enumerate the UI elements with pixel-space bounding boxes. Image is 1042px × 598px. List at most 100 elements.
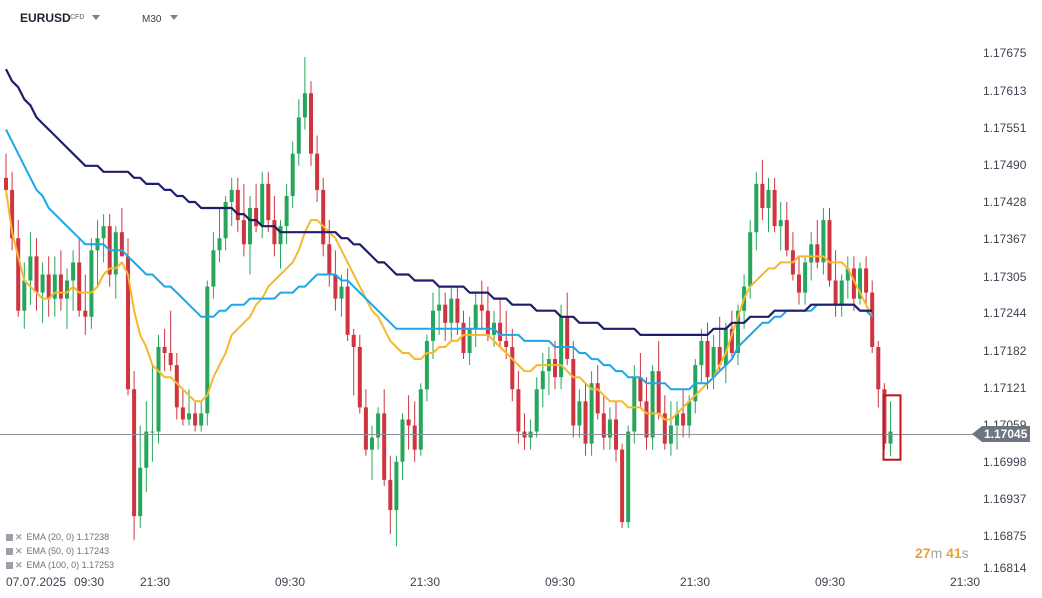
candle-body[interactable]: [260, 183, 265, 227]
candle-body[interactable]: [345, 286, 350, 335]
candle-body[interactable]: [809, 244, 814, 263]
candle-body[interactable]: [278, 226, 283, 245]
candle-body[interactable]: [815, 244, 820, 263]
candle-body[interactable]: [382, 413, 387, 480]
candle-body[interactable]: [138, 467, 143, 517]
candle-body[interactable]: [211, 250, 216, 287]
candle-body[interactable]: [150, 431, 155, 433]
candle-body[interactable]: [406, 419, 411, 426]
candle-body[interactable]: [217, 238, 222, 251]
candle-body[interactable]: [473, 304, 478, 329]
candle-body[interactable]: [162, 346, 167, 354]
candle-body[interactable]: [327, 244, 332, 275]
candle-body[interactable]: [571, 359, 576, 426]
candle-body[interactable]: [248, 208, 252, 245]
candle-body[interactable]: [748, 232, 753, 287]
remove-indicator-icon[interactable]: ✕: [15, 560, 23, 570]
candle-body[interactable]: [656, 371, 661, 414]
candle-body[interactable]: [315, 153, 320, 190]
timeframe-dropdown-chevron-icon[interactable]: [170, 15, 178, 20]
candle-body[interactable]: [235, 189, 240, 221]
symbol-dropdown-chevron-icon[interactable]: [92, 15, 100, 20]
candle-body[interactable]: [46, 274, 51, 299]
candle-body[interactable]: [687, 401, 692, 426]
candle-body[interactable]: [34, 256, 39, 293]
candle-body[interactable]: [174, 365, 179, 408]
candle-body[interactable]: [577, 401, 582, 426]
candle-body[interactable]: [754, 183, 759, 233]
candle-body[interactable]: [284, 195, 289, 227]
candle-body[interactable]: [729, 328, 734, 354]
candle-body[interactable]: [113, 232, 118, 275]
candle-body[interactable]: [595, 383, 600, 414]
candle-body[interactable]: [394, 461, 399, 511]
candle-body[interactable]: [589, 383, 594, 444]
candle-body[interactable]: [52, 274, 57, 299]
candle-body[interactable]: [254, 208, 259, 227]
candle-body[interactable]: [467, 328, 472, 354]
candle-body[interactable]: [388, 479, 393, 511]
candle-body[interactable]: [797, 274, 801, 293]
candle-body[interactable]: [839, 280, 844, 305]
candle-body[interactable]: [77, 262, 82, 311]
candle-body[interactable]: [681, 413, 686, 426]
candle-body[interactable]: [479, 304, 484, 311]
candle-body[interactable]: [833, 280, 838, 305]
candle-body[interactable]: [376, 413, 381, 438]
candle-body[interactable]: [644, 401, 649, 438]
candle-body[interactable]: [156, 346, 161, 432]
candle-body[interactable]: [241, 220, 246, 245]
settings-icon[interactable]: [6, 534, 13, 541]
candle-body[interactable]: [65, 280, 69, 299]
candle-body[interactable]: [803, 262, 808, 293]
candle-body[interactable]: [705, 340, 710, 378]
candle-body[interactable]: [736, 310, 740, 354]
candle-body[interactable]: [699, 340, 704, 366]
candle-body[interactable]: [553, 359, 557, 378]
candle-body[interactable]: [205, 286, 210, 414]
candle-body[interactable]: [144, 431, 149, 468]
candle-body[interactable]: [199, 413, 204, 426]
candle-body[interactable]: [418, 389, 423, 450]
timeframe-selector[interactable]: M30: [142, 14, 162, 25]
candle-body[interactable]: [778, 220, 783, 227]
candle-body[interactable]: [89, 250, 94, 317]
candle-body[interactable]: [424, 340, 429, 390]
candle-body[interactable]: [620, 449, 625, 523]
candle-body[interactable]: [357, 346, 362, 408]
indicator-row-ema50[interactable]: ✕ EMA (50, 0) 1.17243: [6, 546, 109, 557]
candle-body[interactable]: [760, 183, 765, 209]
candle-body[interactable]: [180, 407, 185, 420]
candle-body[interactable]: [412, 425, 417, 450]
candle-body[interactable]: [827, 220, 832, 281]
candle-body[interactable]: [498, 322, 503, 341]
candle-body[interactable]: [126, 256, 130, 390]
candle-body[interactable]: [461, 322, 466, 354]
candle-body[interactable]: [132, 389, 137, 517]
candle-body[interactable]: [290, 153, 295, 196]
candle-body[interactable]: [504, 340, 509, 347]
candle-body[interactable]: [723, 328, 728, 366]
candle-body[interactable]: [223, 201, 228, 239]
candle-body[interactable]: [662, 413, 667, 444]
candle-body[interactable]: [266, 183, 271, 221]
candle-body[interactable]: [717, 346, 722, 366]
candle-body[interactable]: [370, 437, 374, 450]
candle-body[interactable]: [400, 419, 405, 462]
candle-body[interactable]: [168, 353, 173, 366]
candle-body[interactable]: [766, 189, 771, 209]
candle-body[interactable]: [119, 232, 124, 257]
candle-body[interactable]: [431, 310, 435, 341]
candle-body[interactable]: [851, 268, 856, 299]
candle-body[interactable]: [351, 334, 356, 347]
candle-body[interactable]: [321, 189, 326, 245]
settings-icon[interactable]: [6, 562, 13, 569]
symbol-selector[interactable]: EURUSD: [20, 11, 71, 25]
candle-body[interactable]: [16, 238, 21, 311]
candle-body[interactable]: [864, 268, 869, 293]
candle-body[interactable]: [638, 377, 643, 402]
candle-body[interactable]: [858, 268, 862, 299]
candle-body[interactable]: [363, 407, 368, 450]
candle-body[interactable]: [10, 189, 15, 239]
candle-body[interactable]: [534, 389, 539, 432]
